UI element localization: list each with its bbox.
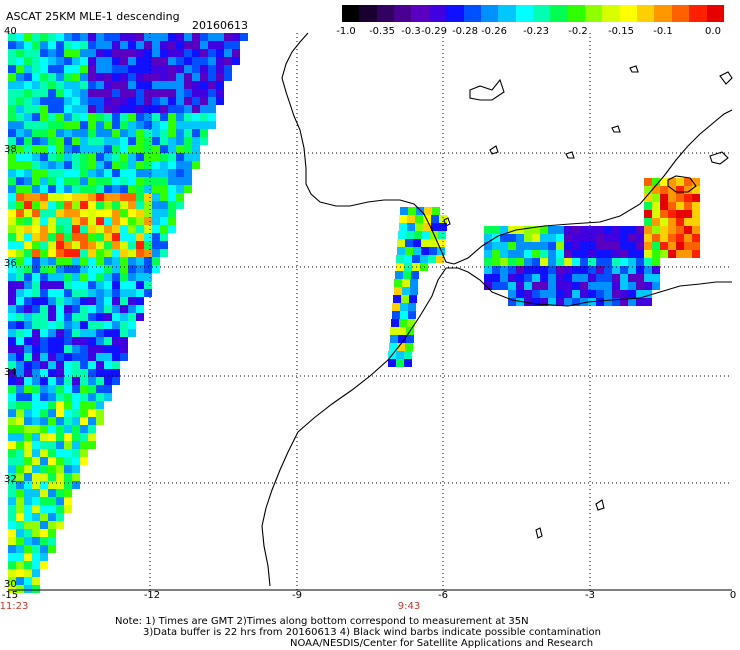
grid-lines bbox=[8, 33, 732, 590]
lon-label--3: -3 bbox=[585, 590, 595, 601]
lon-label--9: -9 bbox=[292, 590, 302, 601]
colorbar-tick: -0.26 bbox=[481, 26, 507, 37]
colorbar-tick: -0.2 bbox=[568, 26, 588, 37]
colorbar-tick: -0.23 bbox=[523, 26, 549, 37]
colorbar-tick: -0.35 bbox=[369, 26, 395, 37]
data-swaths bbox=[8, 33, 700, 593]
colorbar-swatch bbox=[498, 5, 516, 22]
colorbar-swatch bbox=[602, 5, 620, 22]
lon-label--15: -15 bbox=[1, 590, 19, 601]
colorbar-tick: -1.0 bbox=[336, 26, 356, 37]
colorbar-tick: -0.28 bbox=[452, 26, 478, 37]
colorbar-swatch bbox=[428, 5, 447, 22]
colorbar-swatch bbox=[619, 5, 638, 22]
colorbar-swatch bbox=[446, 5, 464, 22]
lat-label-32: 32 bbox=[4, 474, 17, 485]
lat-label-38: 38 bbox=[4, 144, 17, 155]
colorbar-swatch bbox=[689, 5, 707, 22]
colorbar-tick: -0.3 bbox=[401, 26, 421, 37]
note-line-2: 3)Data buffer is 22 hrs from 20160613 4)… bbox=[143, 627, 601, 638]
colorbar-tick: -0.1 bbox=[653, 26, 673, 37]
colorbar-swatch bbox=[706, 5, 724, 22]
colorbar-swatch bbox=[550, 5, 568, 22]
colorbar-swatch bbox=[585, 5, 603, 22]
chart-title: ASCAT 25KM MLE-1 descending bbox=[6, 10, 180, 23]
note-line-1: Note: 1) Times are GMT 2)Times along bot… bbox=[115, 616, 529, 627]
colorbar-swatch bbox=[567, 5, 586, 22]
colorbar-swatch bbox=[342, 5, 360, 22]
lon-label--12: -12 bbox=[143, 590, 161, 601]
time-left: 11:23 bbox=[0, 601, 29, 612]
colorbar-swatch bbox=[376, 5, 395, 22]
time-middle: 9:43 bbox=[397, 601, 421, 612]
colorbar-tick: 0.0 bbox=[705, 26, 721, 37]
colorbar-swatch bbox=[480, 5, 499, 22]
note-line-3: NOAA/NESDIS/Center for Satellite Applica… bbox=[290, 638, 594, 649]
colorbar-swatch bbox=[411, 5, 429, 22]
colorbar-tick: -0.15 bbox=[608, 26, 634, 37]
lat-label-34: 34 bbox=[4, 367, 17, 378]
colorbar-tick: -0.29 bbox=[421, 26, 447, 37]
colorbar-swatch bbox=[394, 5, 412, 22]
colorbar-swatch bbox=[463, 5, 481, 22]
date-label: 20160613 bbox=[192, 19, 248, 32]
lat-label-30: 30 bbox=[4, 579, 17, 590]
coastline bbox=[261, 32, 733, 587]
lon-label--6: -6 bbox=[438, 590, 448, 601]
colorbar bbox=[342, 5, 724, 22]
colorbar-swatch bbox=[532, 5, 551, 22]
lat-label-40: 40 bbox=[4, 26, 17, 37]
lon-label-0: 0 bbox=[729, 590, 737, 601]
colorbar-swatch bbox=[515, 5, 533, 22]
colorbar-swatch bbox=[671, 5, 690, 22]
lat-label-36: 36 bbox=[4, 258, 17, 269]
colorbar-swatch bbox=[637, 5, 655, 22]
colorbar-swatch bbox=[359, 5, 377, 22]
colorbar-swatch bbox=[654, 5, 672, 22]
